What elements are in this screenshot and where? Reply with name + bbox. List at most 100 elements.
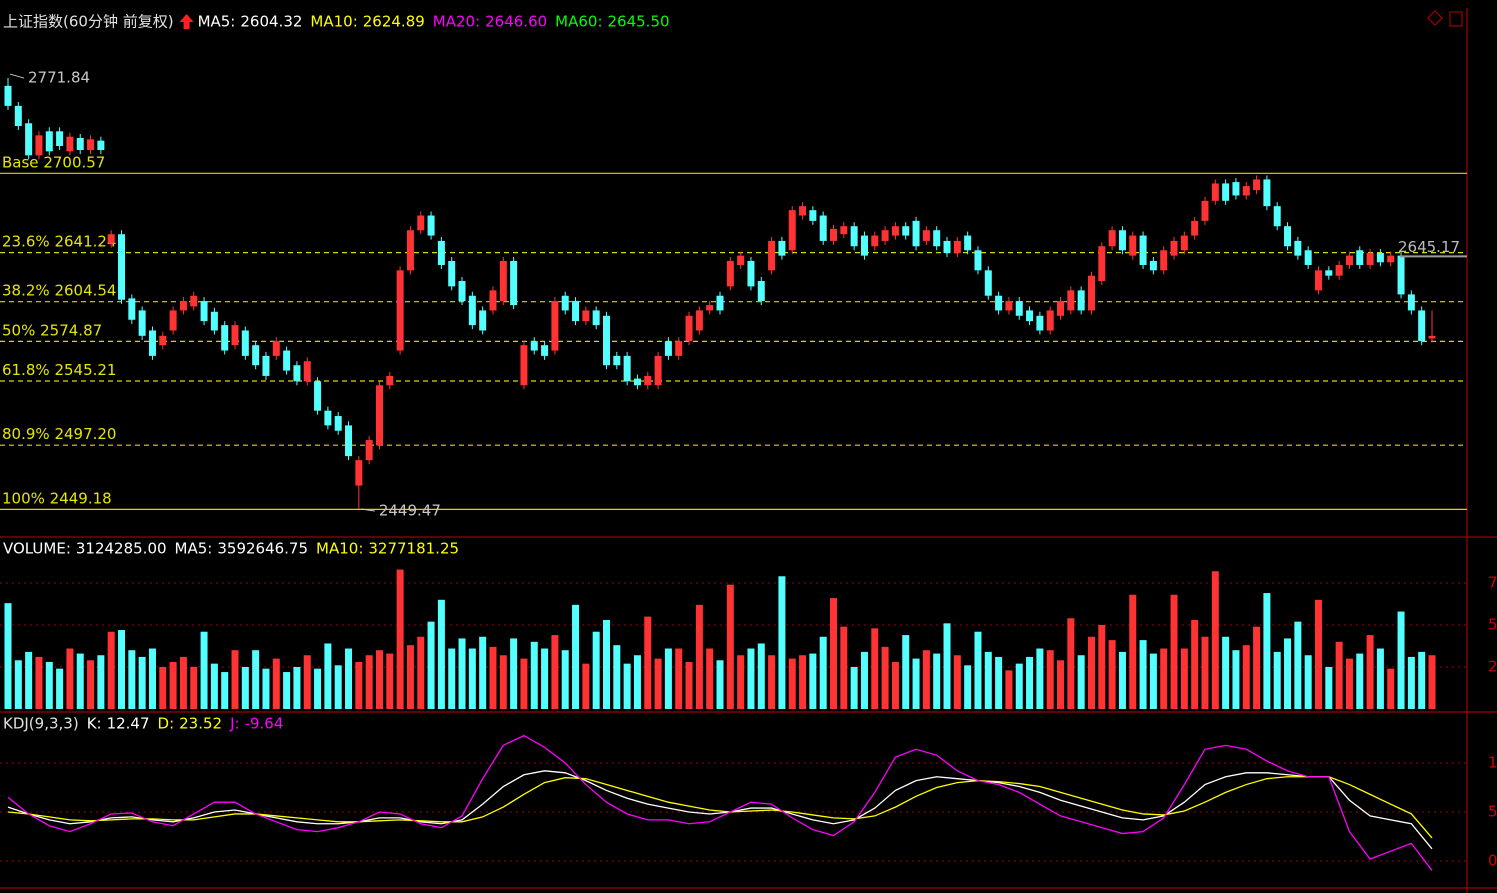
high-pointer xyxy=(9,73,25,79)
volume-bar xyxy=(1222,636,1230,709)
volume-bar xyxy=(799,655,807,709)
candle-body xyxy=(1118,230,1126,251)
volume-bar xyxy=(448,648,456,709)
readout-name: K: xyxy=(87,715,102,733)
volume-bar xyxy=(1108,640,1116,709)
volume-bar xyxy=(974,631,982,709)
volume-bar xyxy=(1139,640,1147,709)
window-icon[interactable] xyxy=(1449,11,1463,27)
volume-bar xyxy=(1036,648,1044,709)
fib-name: 100% xyxy=(2,489,45,507)
candle-body xyxy=(107,234,115,244)
volume-bar xyxy=(417,636,425,709)
candle-body xyxy=(953,240,961,253)
volume-bar xyxy=(1376,648,1384,709)
panel-title: 上证指数(60分钟 前复权) xyxy=(3,13,174,31)
readout-value: 3277181.25 xyxy=(368,540,459,558)
volume-bar xyxy=(1191,619,1199,709)
volume-bar xyxy=(1098,625,1106,709)
candle-body xyxy=(1170,240,1178,256)
volume-bar xyxy=(128,650,136,709)
candle-body xyxy=(664,341,672,356)
candle-body xyxy=(1242,186,1250,196)
candle-body xyxy=(1191,220,1199,236)
candle-body xyxy=(190,295,198,307)
candle-body xyxy=(1232,182,1240,196)
volume-bar xyxy=(479,636,487,709)
volume-bar xyxy=(922,650,930,709)
candle-body xyxy=(1222,183,1230,201)
candle-body xyxy=(25,123,33,156)
readout-value: 3124285.00 xyxy=(76,540,167,558)
candle-body xyxy=(252,345,260,366)
candle-body xyxy=(1418,310,1426,342)
fib-name: 80.9% xyxy=(2,425,50,443)
candle-body xyxy=(45,131,53,152)
candle-body xyxy=(345,425,353,457)
candle-body xyxy=(468,295,476,326)
volume-bar xyxy=(1087,636,1095,709)
volume-bar xyxy=(675,648,683,709)
volume-bar xyxy=(633,655,641,709)
candle-body xyxy=(334,416,342,431)
fib-label: 50% 2574.87 xyxy=(2,321,102,339)
y-tick-label: 50 xyxy=(1488,803,1497,821)
volume-bar xyxy=(1418,651,1426,709)
volume-bar xyxy=(654,658,662,709)
last-price-label: 2645.17 xyxy=(1398,238,1460,256)
volume-bar xyxy=(602,619,610,709)
candle-body xyxy=(1407,294,1415,311)
candle-body xyxy=(1397,255,1405,295)
candle-body xyxy=(1149,260,1157,271)
candle-body xyxy=(1067,290,1075,311)
volume-bar xyxy=(427,621,435,709)
candle-body xyxy=(768,240,776,271)
volume-bar xyxy=(76,653,84,709)
candle-body xyxy=(788,210,796,251)
volume-bar xyxy=(1242,645,1250,709)
fib-label: 61.8% 2545.21 xyxy=(2,360,116,378)
volume-bar xyxy=(1015,663,1023,709)
candle-body xyxy=(1087,275,1095,311)
volume-bar xyxy=(891,661,899,709)
candle-body xyxy=(1015,301,1023,316)
volume-bar xyxy=(510,638,518,709)
candle-body xyxy=(365,440,373,461)
candle-body xyxy=(1428,335,1436,339)
candle-body xyxy=(118,234,126,300)
fib-value: 2700.57 xyxy=(43,153,105,171)
volume-bar xyxy=(396,569,404,709)
candle-body xyxy=(1294,240,1302,256)
readout-value: 2645.50 xyxy=(608,13,670,31)
candle-body xyxy=(1160,250,1168,271)
volume-bar xyxy=(14,660,22,709)
fib-value: 2449.18 xyxy=(50,489,112,507)
candle-body xyxy=(210,311,218,331)
volume-bar xyxy=(4,603,12,709)
volume-bar xyxy=(850,667,858,709)
volume-bar xyxy=(809,653,817,709)
candle-body xyxy=(995,295,1003,311)
volume-bar xyxy=(1170,594,1178,709)
candle-body xyxy=(66,136,74,152)
volume-bar xyxy=(437,599,445,709)
candle-body xyxy=(1345,255,1353,265)
y-tick-label: 0 xyxy=(1488,852,1497,870)
candle-body xyxy=(602,315,610,366)
candle-body xyxy=(138,310,146,336)
window-icon[interactable] xyxy=(1427,10,1443,26)
volume-bar xyxy=(592,631,600,709)
candle-body xyxy=(1108,230,1116,247)
candle-body xyxy=(406,230,414,271)
candle-body xyxy=(200,301,208,322)
volume-bar xyxy=(613,645,621,709)
candle-body xyxy=(179,301,187,311)
volume-bar xyxy=(1263,593,1271,709)
volume-bar xyxy=(499,655,507,709)
volume-bar xyxy=(107,631,115,709)
candle-body xyxy=(1366,252,1374,265)
candle-body xyxy=(97,140,105,151)
candle-body xyxy=(582,310,590,322)
volume-bar xyxy=(860,651,868,709)
volume-bar xyxy=(118,630,126,709)
